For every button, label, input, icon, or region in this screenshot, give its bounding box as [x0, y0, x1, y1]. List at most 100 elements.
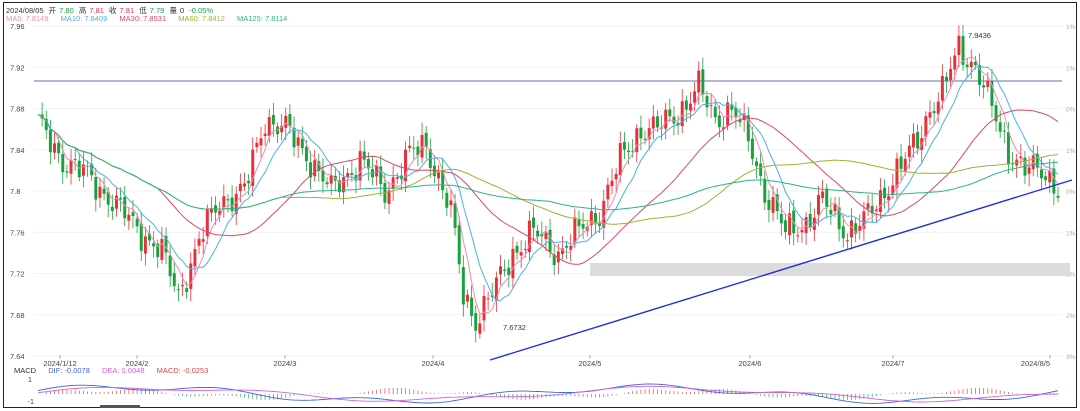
header-volume: 0	[179, 6, 185, 15]
candle-body	[176, 289, 180, 291]
ma10-line	[37, 65, 1059, 302]
header-change: -0.05%	[189, 6, 213, 15]
candle-body	[197, 238, 201, 246]
candle-body	[69, 160, 73, 174]
header-high-label: 高	[78, 6, 87, 15]
y-tick-label: 7.68	[10, 311, 25, 320]
candle-body	[230, 197, 234, 212]
candle-body	[573, 217, 577, 244]
candle-body	[651, 116, 655, 129]
y-tick-label: 7.76	[10, 228, 25, 237]
y-tick-label: 7.64	[10, 352, 25, 361]
candle-body	[437, 172, 441, 179]
candle-body	[156, 243, 160, 257]
candle-body	[771, 197, 775, 213]
candle-body	[635, 128, 639, 153]
candle-body	[961, 36, 965, 65]
y-tick-label: 7.96	[10, 22, 25, 31]
candle-body	[102, 188, 106, 194]
candle-body	[57, 142, 61, 154]
ma-legend: MA5: 7.8149 MA10: 7.8409 MA30: 7.8531 MA…	[6, 14, 297, 23]
candle-body	[65, 171, 69, 173]
candle-body	[994, 105, 998, 122]
candle-body	[486, 298, 490, 300]
candle-body	[969, 61, 973, 68]
ma10-label: MA10: 7.8409	[60, 14, 108, 23]
candle-body	[304, 146, 308, 162]
x-tick-label: 2024/2	[126, 359, 149, 368]
candle-body	[337, 180, 341, 193]
candle-body	[515, 245, 519, 253]
candle-body	[193, 248, 197, 267]
candle-body	[565, 245, 569, 248]
candle-body	[478, 323, 482, 334]
candle-body	[292, 127, 296, 148]
candle-body	[833, 204, 837, 212]
candle-body	[664, 109, 668, 129]
candle-body	[631, 151, 635, 153]
candle-body	[201, 239, 205, 242]
candle-body	[465, 294, 469, 302]
header-low-label: 低	[139, 6, 147, 15]
candle-body	[1019, 156, 1023, 159]
header-date: 2024/08/05	[6, 6, 44, 15]
candle-body	[309, 162, 313, 178]
candle-body	[606, 184, 610, 200]
candle-body	[238, 183, 242, 192]
candle-body	[775, 194, 779, 212]
candle-body	[945, 76, 948, 81]
candle-body	[870, 205, 874, 214]
candle-body	[1002, 130, 1006, 132]
ma5-label: MA5: 7.8149	[6, 14, 49, 23]
candle-body	[152, 243, 156, 247]
pct-tick-label: 1%	[1066, 65, 1076, 72]
candle-body	[602, 200, 606, 228]
candle-body	[470, 297, 474, 317]
candle-body	[271, 114, 275, 125]
candle-body	[181, 285, 185, 287]
ma125-label: MA125: 7.8114	[237, 14, 288, 23]
candle-body	[424, 132, 428, 148]
macd-histogram	[45, 387, 1059, 401]
candle-body	[1027, 167, 1031, 174]
candle-body	[850, 220, 854, 238]
candle-body	[911, 133, 915, 148]
candle-body	[589, 211, 593, 225]
candle-body	[1048, 170, 1052, 183]
candle-body	[688, 103, 692, 111]
x-tick-label: 2024/6	[739, 359, 762, 368]
candle-body	[110, 206, 114, 211]
candle-body	[858, 225, 862, 231]
candle-body	[936, 101, 940, 115]
candle-body	[668, 109, 672, 117]
candle-body	[317, 161, 321, 171]
candle-body	[242, 183, 246, 187]
candle-body	[569, 245, 573, 251]
header-low: 7.79	[149, 6, 165, 15]
candle-body	[837, 207, 841, 230]
candle-body	[168, 255, 172, 277]
candle-body	[416, 146, 420, 156]
candle-body	[825, 188, 829, 207]
candle-body	[44, 118, 48, 130]
macd-value: MACD: -0.0253	[156, 366, 209, 375]
candle-body	[519, 252, 523, 256]
candle-body	[73, 159, 77, 161]
pct-tick-label: 1%	[1066, 148, 1076, 155]
candle-body	[800, 230, 804, 233]
pct-tick-label: 2%	[1066, 272, 1076, 279]
candle-body	[375, 165, 379, 177]
candle-body	[284, 115, 288, 128]
candle-body	[313, 160, 317, 177]
y-tick-label: 7.72	[10, 270, 25, 279]
ma30-line	[37, 109, 1059, 265]
candle-body	[816, 195, 820, 215]
candle-body	[77, 160, 81, 178]
candle-body	[643, 138, 647, 140]
candle-body	[247, 180, 251, 184]
macd-tick-label: -1	[27, 397, 34, 406]
candle-body	[350, 172, 354, 175]
candle-body	[841, 226, 845, 239]
candle-body	[883, 187, 887, 199]
candle-body	[457, 225, 461, 265]
